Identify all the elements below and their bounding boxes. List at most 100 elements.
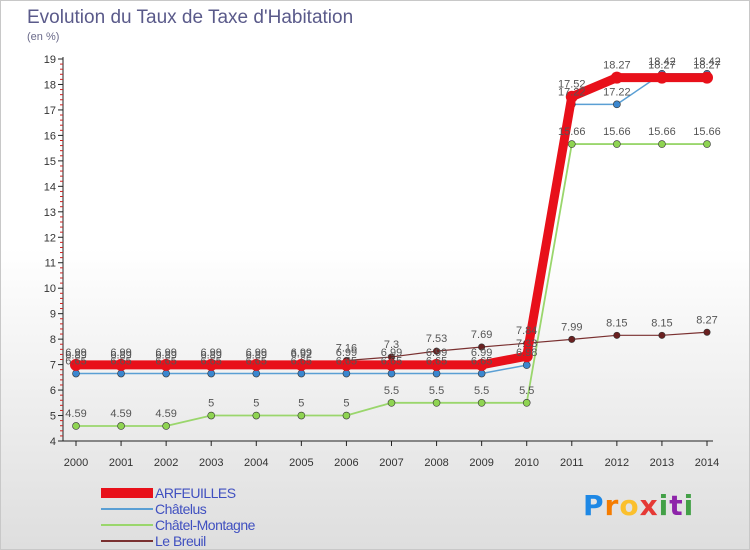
series-point — [340, 358, 353, 371]
series-point — [477, 369, 486, 378]
data-label: 6.65 — [65, 356, 86, 368]
y-tick-label: 13 — [44, 207, 56, 219]
legend-swatch — [101, 524, 153, 526]
legend-item[interactable]: Châtelus — [101, 501, 341, 517]
legend-label: Le Breuil — [155, 533, 206, 549]
series-point — [162, 369, 170, 378]
series-point — [520, 350, 533, 363]
y-tick-label: 16 — [44, 130, 56, 142]
data-label: 5 — [343, 398, 349, 410]
y-tick-label: 5 — [50, 411, 56, 423]
data-label: 5.5 — [474, 385, 489, 397]
y-tick-label: 17 — [44, 105, 56, 117]
data-label: 17.22 — [558, 86, 586, 98]
legend-item[interactable]: ARFEUILLES — [101, 485, 341, 501]
data-label: 6.89 — [201, 349, 222, 361]
legend-item[interactable]: Châtel-Montagne — [101, 517, 341, 533]
y-tick-label: 9 — [50, 309, 56, 321]
data-label: 15.66 — [558, 126, 586, 138]
x-tick-label: 2008 — [424, 457, 448, 469]
data-label: 17.52 — [558, 79, 586, 91]
data-label: 6.99 — [336, 347, 357, 359]
x-tick-label: 2009 — [469, 457, 493, 469]
x-tick-label: 2010 — [514, 457, 538, 469]
data-label: 8.15 — [651, 317, 672, 329]
series-point — [567, 140, 576, 148]
data-label: 6.89 — [155, 349, 176, 361]
data-label: 6.65 — [110, 356, 131, 368]
data-label: 6.65 — [336, 356, 357, 368]
x-tick-label: 2002 — [154, 457, 178, 469]
data-label: 6.99 — [246, 347, 267, 359]
data-label: 5.5 — [384, 385, 399, 397]
data-label: 7.33 — [516, 338, 537, 350]
series-point — [205, 358, 218, 371]
data-label: 7.99 — [561, 321, 582, 333]
data-label: 6.92 — [291, 349, 312, 361]
x-tick-label: 2006 — [334, 457, 358, 469]
series-point — [477, 398, 486, 407]
series-point — [565, 90, 578, 103]
y-tick-label: 19 — [44, 54, 56, 66]
data-label: 5.5 — [519, 385, 534, 397]
data-label: 6.65 — [246, 356, 267, 368]
legend-item[interactable]: Le Breuil — [101, 533, 341, 549]
legend-swatch — [101, 540, 153, 542]
legend-swatch — [101, 488, 153, 498]
series-point — [160, 358, 173, 371]
series-point — [475, 358, 488, 371]
series-point — [115, 358, 128, 371]
data-label: 7.69 — [471, 329, 492, 341]
data-label: 7.3 — [384, 339, 399, 351]
data-label: 7.16 — [336, 343, 357, 355]
y-tick-label: 14 — [44, 181, 56, 193]
data-label: 15.66 — [648, 126, 676, 138]
series-point — [387, 398, 396, 407]
series-point — [703, 140, 711, 148]
series-point — [658, 140, 666, 148]
x-tick-label: 2004 — [244, 457, 268, 469]
data-label: 5.5 — [429, 385, 444, 397]
y-tick-label: 8 — [50, 334, 56, 346]
x-tick-label: 2011 — [560, 457, 584, 469]
data-label: 6.99 — [201, 347, 222, 359]
data-label: 6.65 — [471, 356, 492, 368]
data-label: 5 — [253, 398, 259, 410]
series-point — [250, 358, 263, 371]
chart-title: Evolution du Taux de Taxe d'Habitation — [27, 7, 354, 28]
series-point — [117, 422, 125, 430]
y-tick-label: 11 — [45, 258, 56, 270]
legend: ARFEUILLES Châtelus Châtel-Montagne Le B… — [101, 485, 341, 549]
legend-label: Châtelus — [155, 501, 207, 517]
series-point — [613, 140, 621, 148]
y-tick-label: 7 — [50, 360, 56, 372]
data-label: 6.89 — [110, 349, 131, 361]
series-point — [162, 422, 170, 430]
data-label: 4.59 — [110, 408, 131, 420]
series-point — [387, 369, 396, 378]
data-label: 6.65 — [291, 356, 312, 368]
series-point — [342, 411, 351, 420]
x-tick-label: 2005 — [289, 457, 313, 469]
series-point — [613, 100, 621, 109]
series-point — [568, 335, 576, 343]
proxiti-logo: Proxiti — [583, 489, 695, 522]
data-label: 15.66 — [603, 126, 631, 138]
series-point — [613, 331, 621, 339]
data-label: 6.89 — [246, 349, 267, 361]
series-point — [478, 343, 486, 351]
data-label: 6.99 — [110, 347, 131, 359]
series-point — [295, 358, 308, 371]
series-point — [207, 411, 216, 420]
series-point — [522, 398, 531, 407]
series-point — [701, 71, 713, 84]
data-label: 18.42 — [648, 56, 676, 68]
legend-label: ARFEUILLES — [155, 485, 236, 501]
series-point — [703, 328, 711, 336]
legend-swatch — [101, 508, 153, 510]
data-label: 6.99 — [65, 347, 86, 359]
data-label: 5 — [208, 398, 214, 410]
data-label: 6.99 — [471, 347, 492, 359]
